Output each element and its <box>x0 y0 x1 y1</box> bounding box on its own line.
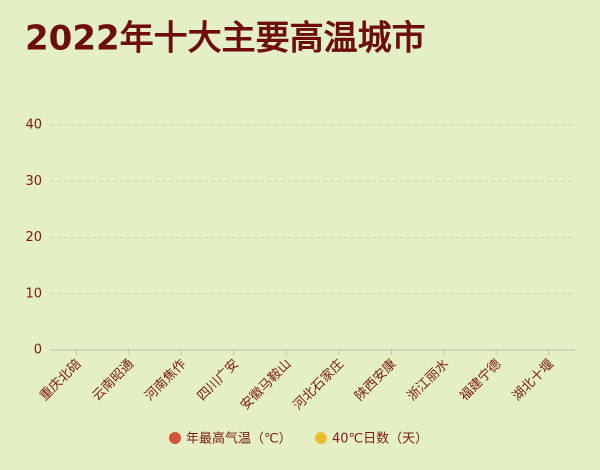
legend-label: 40℃日数（天） <box>332 432 428 447</box>
y-tick-label: 40 <box>25 118 42 133</box>
legend-label: 年最高气温（℃） <box>186 431 292 447</box>
y-tick-label: 10 <box>25 286 42 301</box>
y-tick-label: 30 <box>25 174 42 189</box>
legend-marker <box>315 432 327 444</box>
chart-title: 2022年十大主要高温城市 <box>25 19 426 59</box>
y-tick-label: 0 <box>34 343 42 358</box>
legend-marker <box>169 432 181 444</box>
y-tick-label: 20 <box>25 230 42 245</box>
